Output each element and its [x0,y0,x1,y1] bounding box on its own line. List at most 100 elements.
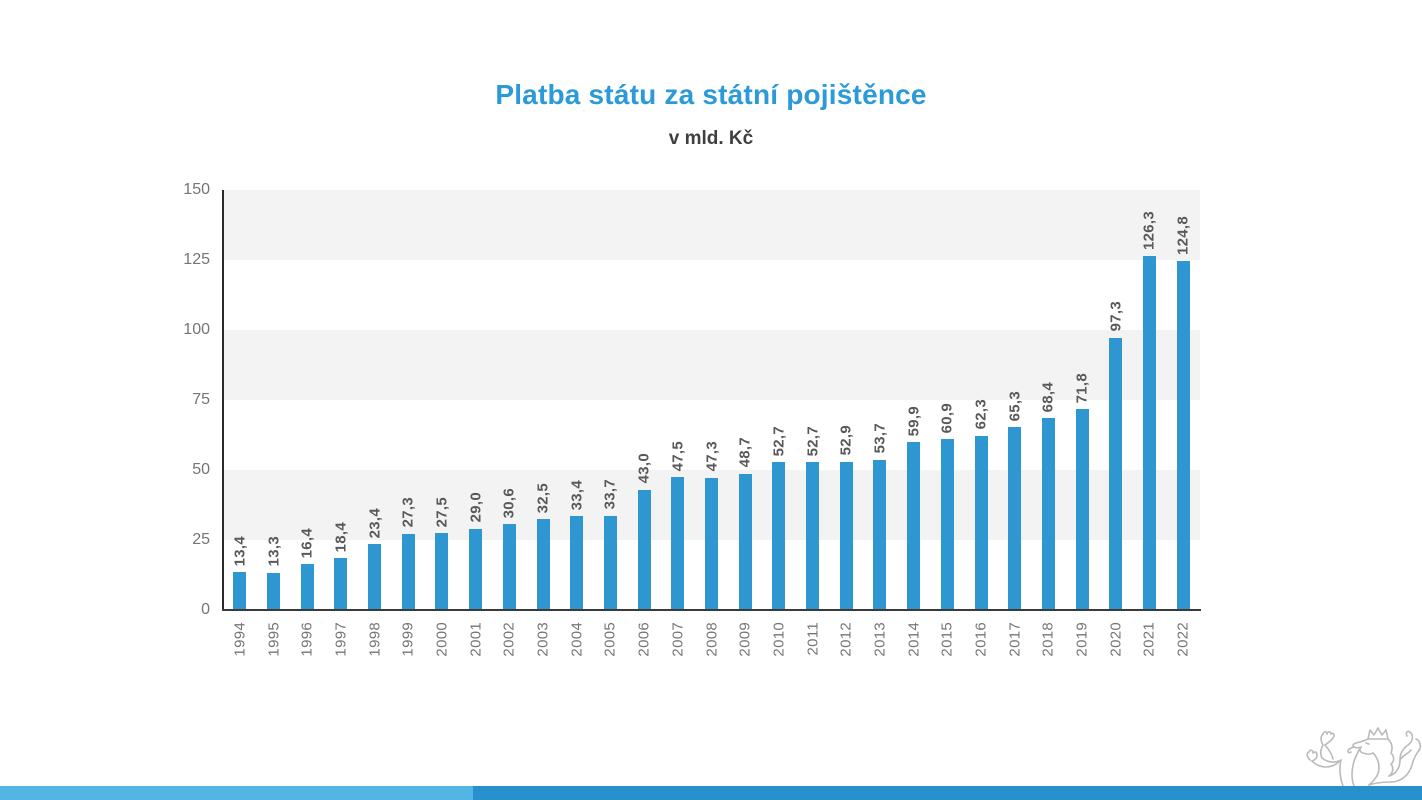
bar-value-label: 13,4 [231,536,249,567]
year-label: 2001 [467,622,485,657]
bar [469,528,483,610]
bar-value-label: 52,9 [837,425,855,456]
bar [1008,427,1022,610]
bar-value-label: 53,7 [871,423,889,454]
bar [806,462,820,610]
year-label: 2022 [1174,622,1192,657]
bar [267,572,281,610]
bar-value-label: 97,3 [1107,301,1125,332]
year-label: 1996 [298,622,316,657]
bar-value-label: 60,9 [938,403,956,434]
year-label: 2008 [703,622,720,657]
year-label: 2016 [972,622,990,657]
year-label: 2013 [871,622,889,657]
bar [974,435,988,610]
year-label: 2020 [1107,622,1125,657]
year-label: 2010 [770,622,788,657]
year-label: 2002 [500,622,518,657]
year-label: 2011 [804,622,822,656]
bar [671,477,685,610]
bar [334,558,348,610]
bar [233,572,247,610]
bar-value-label: 52,7 [804,426,822,457]
y-tick-label: 125 [183,251,210,268]
bar [1109,337,1123,610]
year-label: 2006 [635,622,653,657]
year-label: 1995 [265,622,283,657]
footer-stripe-dark [473,786,1422,800]
bar-value-label: 62,3 [972,399,990,430]
bar [570,516,584,610]
bar-value-label: 47,3 [703,441,720,472]
bar-value-label: 13,3 [265,536,283,567]
bar [738,473,752,610]
bar-value-label: 27,5 [433,496,451,527]
grid-band [223,400,1200,470]
year-label: 2014 [905,622,923,657]
bar-value-label: 71,8 [1073,372,1091,403]
bar-value-label: 16,4 [298,527,316,559]
year-label: 1994 [231,622,249,657]
bar [1075,408,1089,610]
y-axis-line [222,190,224,610]
year-label: 2005 [601,622,619,657]
y-tick-label: 75 [192,391,210,408]
bar-value-label: 29,0 [467,492,485,523]
bar [502,524,516,610]
year-label: 2017 [1006,622,1024,657]
bar-value-label: 65,3 [1006,390,1024,422]
bar [603,515,617,610]
year-label: 1999 [399,622,417,657]
bar [435,533,449,610]
bar-value-label: 52,7 [770,426,788,457]
y-tick-label: 50 [192,461,210,478]
bar [873,459,887,610]
year-label: 2019 [1073,622,1091,657]
bar-value-label: 30,6 [500,487,518,519]
y-tick-label: 0 [201,601,210,618]
bar-value-label: 18,4 [332,522,350,553]
year-label: 2000 [433,622,451,657]
bar [940,439,954,610]
bar-value-label: 47,5 [669,440,687,471]
grid-band [223,330,1200,400]
bar-value-label: 27,3 [399,497,417,528]
bar-value-label: 124,8 [1174,215,1192,255]
bar [705,477,718,610]
year-label: 2012 [837,622,855,657]
y-tick-label: 25 [192,531,210,548]
czech-lion-icon [1306,727,1422,786]
year-label: 2007 [669,622,687,657]
y-tick-label: 100 [183,321,210,338]
bar [536,519,550,610]
grid-band [223,260,1200,330]
grid-band [223,190,1200,260]
bar-value-label: 59,9 [905,405,923,437]
year-label: 2009 [736,622,754,657]
bar [368,544,382,610]
bar-value-label: 23,4 [366,508,384,539]
bar-value-label: 33,7 [601,479,619,510]
bar-value-label: 126,3 [1140,211,1158,251]
year-label: 2003 [534,622,552,657]
bar-value-label: 48,7 [736,437,754,468]
bar [1142,256,1156,610]
page-title: Platba státu za státní pojištěnce [495,78,927,110]
bar [772,462,786,610]
bar [907,442,921,610]
x-axis-line [222,609,1201,611]
bar [1041,418,1055,610]
year-label: 2004 [568,622,586,657]
bar [839,461,853,610]
year-label: 2015 [938,622,956,657]
bar [300,564,314,610]
year-label: 1998 [366,622,384,657]
bar-value-label: 68,4 [1039,382,1057,413]
bar [401,533,415,610]
bar [1176,260,1190,610]
y-tick-label: 150 [183,181,210,198]
year-label: 2018 [1039,622,1057,657]
bar [637,489,651,610]
bar-value-label: 33,4 [568,480,586,511]
bar-value-label: 43,0 [635,453,653,484]
